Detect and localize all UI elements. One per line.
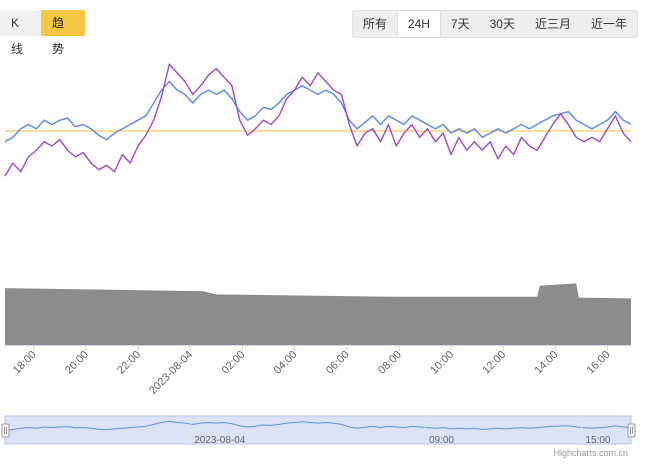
range-1y-button[interactable]: 近一年 bbox=[590, 17, 627, 31]
highcharts-credit[interactable]: Highcharts.com.cn bbox=[553, 448, 628, 458]
range-7d-button[interactable]: 7天 bbox=[450, 17, 470, 31]
x-tick-label: 04:00 bbox=[272, 349, 300, 377]
chart-mode-tabs: K线 趋势 bbox=[0, 10, 85, 56]
range-selector: 所有 24H 7天 30天 近三月 近一年 bbox=[351, 10, 638, 38]
navigator-label: 2023-08-04 bbox=[194, 435, 246, 446]
x-tick-label: 14:00 bbox=[533, 349, 561, 377]
navigator[interactable]: 2023-08-04 09:00 15:00 bbox=[1, 415, 636, 446]
x-tick-label: 20:00 bbox=[63, 349, 91, 377]
navigator-selection[interactable] bbox=[4, 415, 632, 445]
navigator-left-handle[interactable] bbox=[1, 423, 10, 438]
range-24h-button[interactable]: 24H bbox=[396, 10, 441, 38]
navigator-right-handle[interactable] bbox=[627, 423, 636, 438]
navigator-label: 15:00 bbox=[585, 435, 610, 446]
x-tick-label: 10:00 bbox=[428, 349, 456, 377]
x-tick-label: 08:00 bbox=[376, 349, 404, 377]
tab-kline[interactable]: K线 bbox=[0, 10, 41, 56]
x-tick-label: 02:00 bbox=[220, 349, 248, 377]
navigator-label: 09:00 bbox=[429, 435, 454, 446]
price-panel bbox=[4, 63, 632, 177]
navigator-series-line bbox=[4, 420, 632, 431]
volume-panel bbox=[5, 283, 631, 345]
x-tick-label: 2023-08-04 bbox=[147, 349, 195, 397]
x-axis: 18:00 20:00 22:00 2023-08-04 02:00 04:00 06:00… bbox=[5, 345, 631, 397]
x-tick-label: 18:00 bbox=[11, 349, 39, 377]
x-tick-label: 12:00 bbox=[480, 349, 508, 377]
range-30d-button[interactable]: 30天 bbox=[489, 17, 515, 31]
x-tick-label: 16:00 bbox=[585, 349, 613, 377]
x-tick-label: 22:00 bbox=[115, 349, 143, 377]
range-3m-button[interactable]: 近三月 bbox=[534, 17, 571, 31]
x-tick-label: 06:00 bbox=[324, 349, 352, 377]
series-line-blue bbox=[4, 80, 632, 143]
range-all-button[interactable]: 所有 bbox=[362, 17, 387, 31]
series-line-purple bbox=[4, 63, 632, 177]
tab-trend[interactable]: 趋势 bbox=[41, 10, 85, 56]
volume-area bbox=[5, 283, 631, 345]
